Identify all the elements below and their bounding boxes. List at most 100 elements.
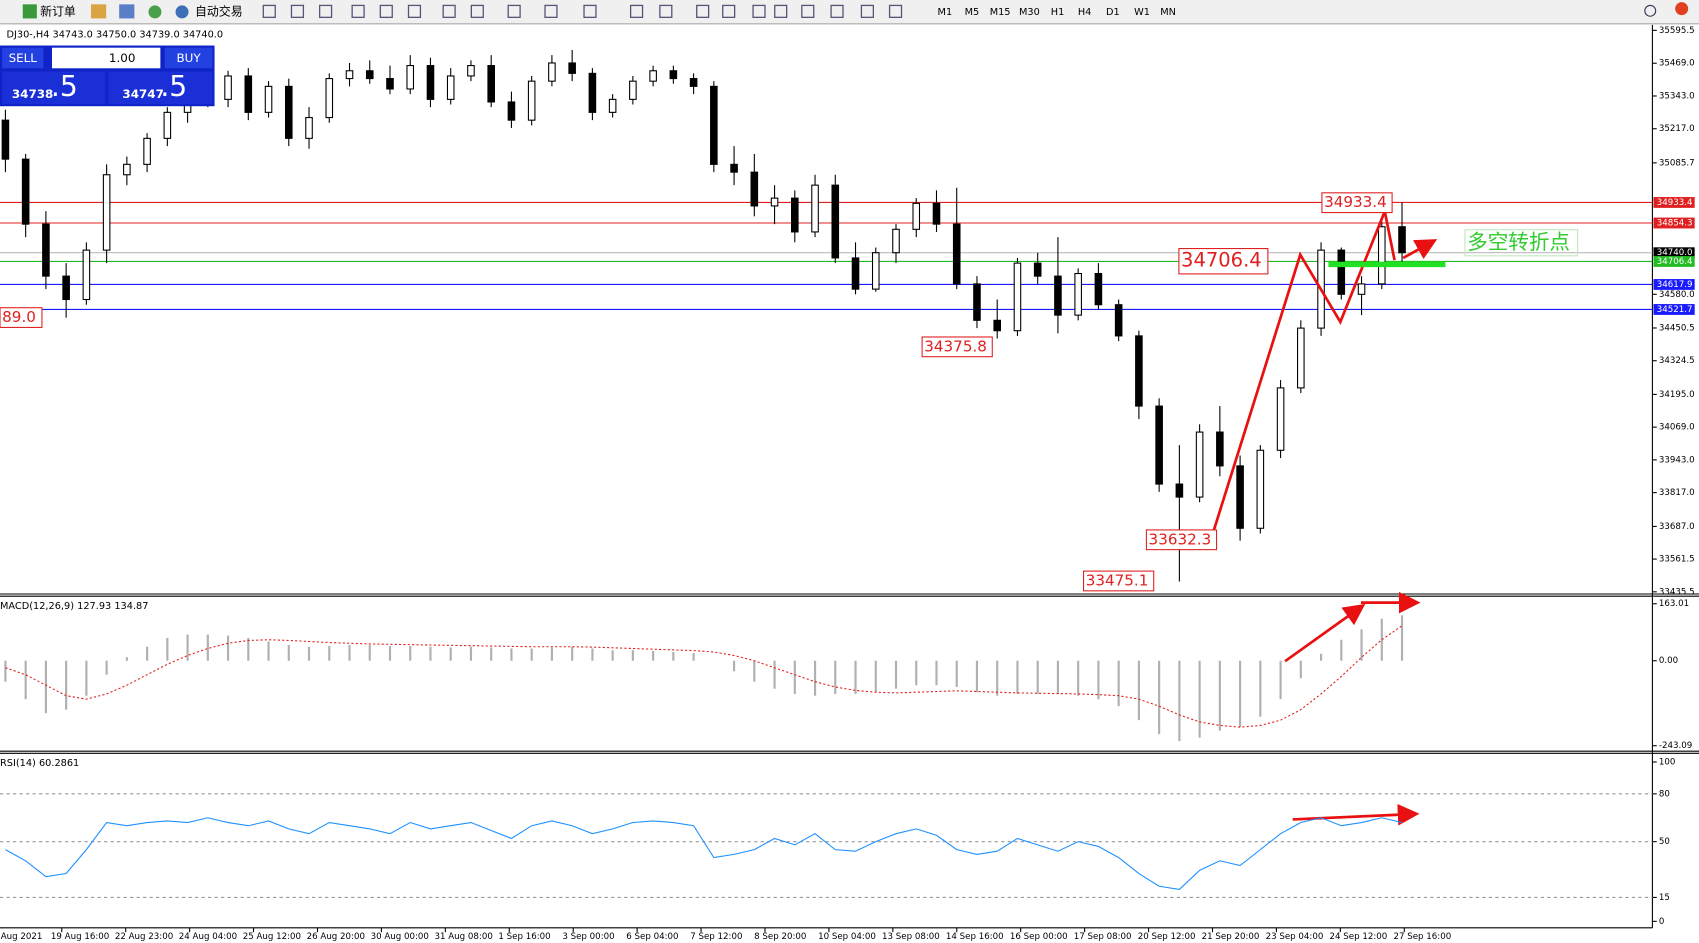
time-label: 7 Sep 12:00: [690, 932, 742, 942]
buy-price[interactable]: 34747: [122, 87, 163, 101]
candle-body: [345, 70, 354, 80]
toolbar-icon[interactable]: [148, 5, 162, 19]
toolbar-icon[interactable]: [507, 4, 521, 18]
candle-body: [1135, 335, 1143, 407]
price-tag-box: [1321, 192, 1393, 214]
candle-body: [973, 283, 981, 321]
toolbar-icon[interactable]: [583, 4, 597, 18]
candle-body: [710, 85, 718, 165]
toolbar-icon[interactable]: [290, 4, 305, 18]
price-tick-label: 34069.0: [1659, 423, 1695, 433]
buy-price-box[interactable]: [108, 71, 213, 105]
auto-trading-icon[interactable]: [175, 5, 189, 19]
toolbar-icon[interactable]: [830, 4, 844, 18]
candle-body: [1337, 249, 1346, 295]
candle-body: [831, 184, 840, 259]
buy-pips[interactable]: .5: [160, 70, 187, 103]
one-click-panel: SELL 1.00 BUY 34738 .5 34747 .5: [0, 45, 215, 107]
candle-body: [527, 80, 536, 121]
toolbar-icon[interactable]: [696, 4, 710, 18]
new-order-button[interactable]: 新订单: [40, 4, 76, 18]
auto-trading-button[interactable]: 自动交易: [195, 4, 243, 18]
price-tag: 34706.4: [1181, 249, 1262, 272]
time-label: 24 Sep 12:00: [1330, 932, 1388, 942]
toolbar-icon[interactable]: [91, 4, 107, 19]
toolbar-icon[interactable]: [774, 4, 788, 18]
price-tick-label: 34450.5: [1659, 323, 1695, 333]
timeframe-button[interactable]: H1: [1051, 7, 1065, 18]
notification-badge[interactable]: [1675, 2, 1689, 16]
candle-body: [62, 275, 70, 301]
trend-arrow: [1212, 206, 1396, 532]
level-tag: [1653, 247, 1695, 259]
toolbar-icon[interactable]: [659, 4, 673, 18]
price-tag-box: [1083, 570, 1155, 592]
timeframe-button[interactable]: H4: [1078, 7, 1092, 18]
annotation-box: [1464, 229, 1579, 257]
buy-button[interactable]: [164, 47, 213, 69]
time-label: 16 Sep 00:00: [1010, 932, 1068, 942]
timeframe-button[interactable]: MN: [1160, 7, 1176, 18]
candle-body: [365, 70, 374, 80]
timeframe-button[interactable]: W1: [1134, 7, 1150, 18]
search-icon[interactable]: [1644, 4, 1657, 17]
toolbar-icon[interactable]: [544, 4, 558, 18]
toolbar-icon[interactable]: [351, 4, 365, 18]
candle-body: [102, 174, 111, 251]
lot-input[interactable]: [52, 47, 161, 69]
candle-body: [1216, 431, 1224, 467]
toolbar-icon[interactable]: [379, 4, 393, 18]
toolbar-icon[interactable]: [407, 4, 422, 18]
toolbar-icon[interactable]: [119, 4, 135, 19]
sell-label[interactable]: SELL: [9, 51, 38, 65]
candle-body: [1, 119, 10, 160]
candle-body: [163, 111, 172, 139]
toolbar-icon[interactable]: [318, 4, 333, 18]
candle-body: [608, 98, 617, 113]
timeframe-button[interactable]: M1: [938, 7, 953, 18]
price-tick-label: 34195.0: [1659, 390, 1695, 400]
time-label: 13 Sep 08:00: [882, 932, 940, 942]
toolbar-icon[interactable]: [470, 4, 484, 18]
time-label: 27 Sep 16:00: [1393, 932, 1451, 942]
toolbar-icon[interactable]: [752, 4, 766, 18]
time-label: 20 Sep 12:00: [1138, 932, 1196, 942]
sell-pips[interactable]: .5: [51, 70, 78, 103]
price-tick-label: 35595.5: [1659, 26, 1695, 36]
candle-body: [386, 78, 394, 90]
rsi-tick-label: 15: [1659, 893, 1670, 903]
toolbar-icon[interactable]: [801, 4, 815, 18]
price-tag-box: [1178, 247, 1269, 275]
price-tag-box: [1145, 529, 1218, 551]
toolbar-icon[interactable]: [262, 4, 276, 18]
candle-body: [467, 65, 475, 77]
toolbar-icon[interactable]: [629, 4, 644, 18]
candle-body: [123, 163, 131, 176]
timeframe-button[interactable]: M5: [965, 7, 980, 18]
lot-value[interactable]: 1.00: [109, 51, 136, 65]
sell-price[interactable]: 34738: [12, 87, 53, 101]
timeframe-button[interactable]: M30: [1019, 7, 1040, 18]
macd-signal: [5, 625, 1403, 728]
candle-body: [406, 65, 415, 90]
time-label: 26 Aug 20:00: [307, 932, 365, 942]
timeframe-button[interactable]: M15: [990, 7, 1011, 18]
toolbar-icon[interactable]: [860, 4, 874, 18]
time-label: 3 Sep 00:00: [562, 932, 614, 942]
level-tag: [1653, 217, 1695, 229]
candle-body: [284, 85, 293, 139]
price-tick-label: 33943.0: [1659, 455, 1695, 465]
toolbar-icon[interactable]: [442, 4, 456, 18]
new-order-icon[interactable]: [22, 4, 37, 19]
timeframe-button[interactable]: D1: [1106, 7, 1120, 18]
drawn-arrows: [1212, 206, 1438, 826]
toolbar-icon[interactable]: [722, 4, 736, 18]
buy-label[interactable]: BUY: [176, 51, 201, 65]
candle-body: [82, 249, 91, 301]
sell-button[interactable]: [2, 47, 44, 69]
toolbar-icon[interactable]: [888, 4, 903, 18]
candle-body: [426, 65, 435, 100]
candle-body: [446, 75, 455, 100]
sell-price-box[interactable]: [2, 71, 106, 105]
